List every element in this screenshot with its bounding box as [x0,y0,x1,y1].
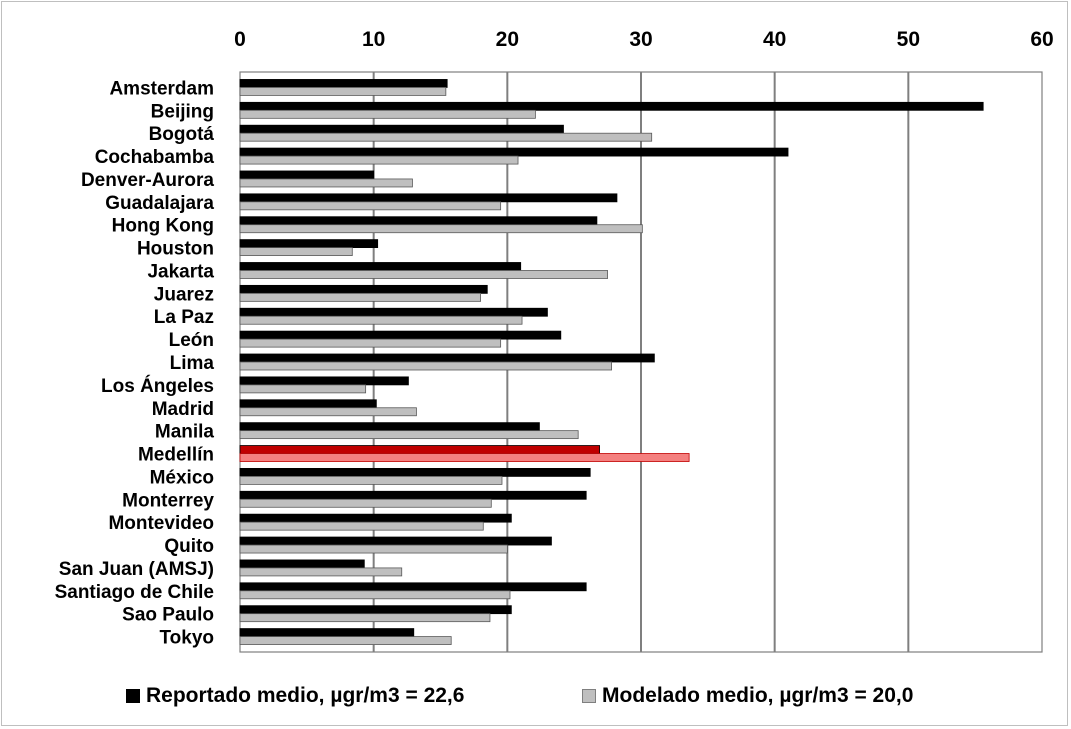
bar-4-reportado [239,170,375,180]
bar-22-reportado [239,582,587,592]
bar-18-reportado [239,490,587,500]
category-label-6: Hong Kong [112,216,214,237]
bar-5-reportado [239,193,618,203]
bar-8-reportado [239,262,522,271]
category-label-21: San Juan (AMSJ) [59,559,214,580]
bar-13-reportado [239,376,409,386]
bar-5-modelado [239,201,502,211]
category-label-22: Santiago de Chile [55,582,214,603]
bar-24-modelado [239,636,452,645]
legend-swatch-gray-icon [582,689,596,703]
category-label-13: Los Ángeles [101,375,214,397]
category-label-3: Cochabamba [95,147,215,168]
x-tick-label-1: 10 [362,28,385,51]
bar-23-reportado [239,605,512,615]
bar-10-modelado [239,315,523,325]
category-label-20: Quito [164,536,214,557]
category-label-1: Beijing [151,101,214,122]
bar-21-reportado [239,559,365,569]
bar-8-modelado [239,270,608,279]
bar-6-reportado [239,216,598,226]
bar-2-modelado [239,132,653,142]
category-label-17: México [150,467,214,488]
category-label-24: Tokyo [159,628,214,649]
category-label-16: Medellín [138,445,214,466]
x-tick-label-5: 50 [897,28,920,51]
bar-24-reportado [239,628,415,637]
bar-15-reportado [239,422,540,432]
bar-7-reportado [239,239,379,249]
bar-2-reportado [239,124,564,134]
x-tick-label-0: 0 [234,28,246,51]
bar-18-modelado [239,498,492,508]
bar-9-reportado [239,284,488,294]
category-label-10: La Paz [154,307,214,328]
bar-3-modelado [239,155,519,165]
bar-23-modelado [239,613,491,623]
category-label-19: Montevideo [108,513,214,534]
category-label-2: Bogotá [149,124,215,145]
category-label-15: Manila [155,422,215,443]
category-label-14: Madrid [152,399,214,420]
bar-3-reportado [239,147,789,157]
category-label-4: Denver-Aurora [81,170,214,191]
bar-0-reportado [239,79,448,88]
category-label-11: León [169,330,214,351]
bar-17-reportado [239,467,591,477]
category-label-12: Lima [170,353,215,374]
bar-9-modelado [239,292,482,302]
bar-20-reportado [239,536,552,546]
category-label-7: Houston [137,239,214,260]
category-label-23: Sao Paulo [122,605,214,626]
bar-13-modelado [239,384,367,394]
bar-0-modelado [239,87,447,96]
x-tick-label-2: 20 [496,28,519,51]
legend-label-reportado: Reportado medio, µgr/m3 = 22,6 [146,684,465,707]
bar-1-reportado [239,101,984,111]
x-tick-labels: 0 10 20 30 40 50 60 [234,28,1054,51]
bar-12-modelado [239,361,612,371]
category-label-8: Jakarta [147,261,214,282]
x-tick-label-4: 40 [763,28,786,51]
bar-14-reportado [239,399,377,409]
category-labels: AmsterdamBeijingBogotáCochabambaDenver-A… [55,78,215,648]
bar-22-modelado [239,590,511,600]
bar-19-reportado [239,513,512,523]
legend-item-modelado: Modelado medio, µgr/m3 = 20,0 [582,684,913,708]
bar-14-modelado [239,407,417,417]
bar-1-modelado [239,109,536,119]
bar-16-reportado [239,445,600,454]
bar-11-modelado [239,338,502,348]
legend: Reportado medio, µgr/m3 = 22,6 Modelado … [0,684,1071,714]
bar-11-reportado [239,330,562,340]
bars [239,79,984,645]
bar-12-reportado [239,353,655,363]
legend-item-reportado: Reportado medio, µgr/m3 = 22,6 [126,684,464,708]
x-tick-label-6: 60 [1030,28,1053,51]
bar-20-modelado [239,544,508,554]
bar-21-modelado [239,567,403,577]
bar-16-modelado [239,453,690,462]
bar-17-modelado [239,475,503,485]
category-label-5: Guadalajara [105,193,214,214]
bar-10-reportado [239,307,548,317]
bar-15-modelado [239,430,579,440]
bar-7-modelado [239,247,353,257]
bar-19-modelado [239,521,484,531]
legend-label-modelado: Modelado medio, µgr/m3 = 20,0 [602,684,914,707]
category-label-9: Juarez [154,284,214,305]
bar-4-modelado [239,178,413,188]
bar-6-modelado [239,224,643,234]
category-label-0: Amsterdam [109,78,214,99]
legend-swatch-black-icon [126,689,140,703]
category-label-18: Monterrey [122,490,214,511]
x-tick-label-3: 30 [629,28,652,51]
